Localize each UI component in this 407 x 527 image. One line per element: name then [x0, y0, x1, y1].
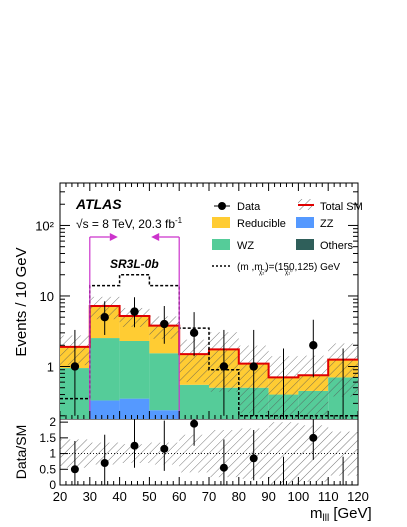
x-tick-label: 70 [202, 489, 216, 504]
x-tick-label: 50 [142, 489, 156, 504]
x-tick-label: 40 [112, 489, 126, 504]
legend-zz-label: ZZ [320, 218, 334, 230]
legend-signal: (m ,m )=(150,125) GeV χ̃₂⁰ χ̃₁⁰ [212, 262, 340, 276]
data-point-4 [189, 328, 199, 338]
bar-zz-2 [119, 398, 150, 419]
data-point-6 [249, 362, 258, 371]
sr-arrow-left-head [109, 233, 118, 241]
data-point-5 [219, 362, 229, 371]
legend-data-label: Data [237, 201, 261, 213]
ratio-point-2 [130, 441, 139, 450]
y-axis-label: Events / 10 GeV [13, 247, 30, 356]
main-plot [60, 233, 358, 419]
energy-label: √s = 8 TeV, 20.3 fb-1 [76, 216, 183, 231]
legend-wz-label: WZ [237, 240, 254, 252]
data-point-3 [160, 319, 169, 329]
x-tick-label: 110 [318, 489, 339, 504]
sr-arrow-right-head [151, 233, 160, 241]
ratio-y-tick-label: 0 [49, 478, 56, 492]
data-point-0 [70, 362, 80, 371]
y-tick-label: 10 [40, 289, 54, 304]
data-point-2 [130, 307, 139, 316]
legend-signal-sub1: χ̃₂⁰ [259, 269, 267, 276]
bar-zz-1 [89, 400, 120, 419]
bar-wz-3 [149, 353, 180, 411]
x-tick-label: 20 [53, 489, 67, 504]
legend-reducible: Reducible [212, 217, 286, 230]
legend-total-sm: Total SM [298, 199, 363, 213]
legend-others-label: Others [320, 240, 354, 252]
x-tick-label: 120 [347, 489, 369, 504]
ratio-point-3 [160, 444, 169, 453]
legend-reducible-label: Reducible [237, 218, 286, 230]
ratio-point-8 [309, 433, 318, 442]
ratio-y-tick-label: 1.5 [39, 431, 56, 445]
ratio-point-6 [249, 454, 258, 463]
legend-others: Others [296, 239, 354, 252]
total-sm-line [60, 305, 358, 379]
ratio-y-tick-label: 0.5 [39, 462, 56, 476]
legend-zz: ZZ [296, 217, 334, 230]
legend-wz: WZ [212, 239, 254, 252]
bar-wz-4 [179, 384, 209, 419]
legend-signal-sub2: χ̃₁⁰ [285, 269, 293, 276]
ratio-point-5 [219, 463, 228, 472]
ratio-point-1 [100, 459, 109, 467]
y-tick-label: 10² [35, 218, 54, 233]
x-axis-label: mlll [GeV] [310, 505, 372, 524]
ratio-point-0 [70, 465, 79, 474]
legend: Data Total SM Reducible ZZ WZ Others (m … [212, 199, 363, 276]
x-tick-label: 80 [232, 489, 246, 504]
legend-signal-label: (m ,m )=(150,125) GeV [237, 262, 340, 273]
legend-data: Data [214, 201, 261, 213]
ratio-y-axis-label: Data/SM [13, 425, 29, 479]
ratio-point-4 [190, 419, 199, 428]
x-tick-label: 90 [261, 489, 275, 504]
region-label: SR3L-0b [110, 257, 159, 271]
x-tick-label: 100 [288, 489, 310, 504]
bar-wz-2 [119, 340, 150, 399]
ratio-plot [60, 419, 358, 485]
bar-wz-1 [89, 338, 120, 401]
atlas-label: ATLAS [75, 196, 122, 212]
y-tick-label: 1 [47, 359, 54, 374]
ratio-y-tick-label: 1 [49, 447, 56, 461]
data-point-1 [100, 312, 109, 322]
data-point-8 [309, 341, 318, 350]
bar-zz-3 [149, 410, 180, 419]
legend-total-sm-label: Total SM [320, 201, 363, 213]
x-tick-label: 60 [172, 489, 186, 504]
x-tick-label: 30 [83, 489, 97, 504]
ratio-y-tick-label: 2 [49, 415, 56, 429]
